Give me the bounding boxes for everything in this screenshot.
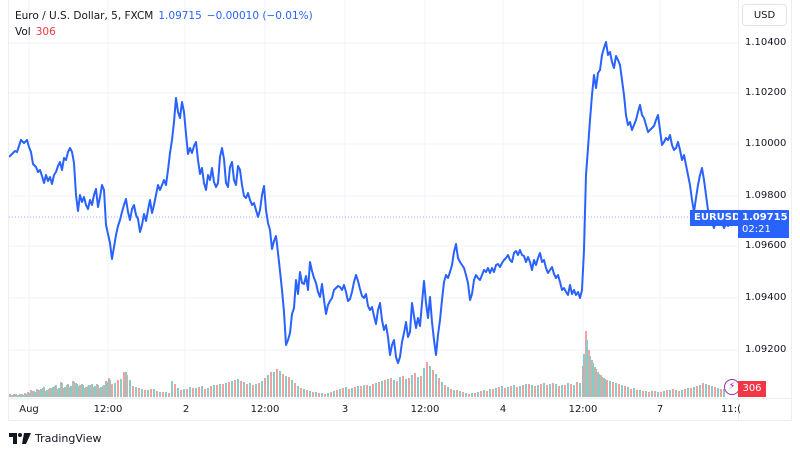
time-tick: 2 [182, 404, 190, 415]
symbol-tag: EURUSD [690, 210, 745, 226]
chart-legend: Euro / U.S. Dollar, 5, FXCM 1.09715 −0.000… [15, 8, 313, 40]
widget-right-border [791, 0, 792, 420]
symbol-row: Euro / U.S. Dollar, 5, FXCM 1.09715 −0.000… [15, 8, 313, 24]
last-price-tag-value: 1.09715 [742, 212, 788, 223]
tradingview-logo[interactable]: TradingView [9, 432, 101, 445]
time-tick: 12:00 [93, 404, 123, 415]
widget-bottom-border [8, 420, 792, 421]
price-tick: 1.09800 [745, 190, 787, 201]
volume-tag: 306 [738, 381, 766, 397]
time-tick: 11:( [721, 404, 741, 415]
time-tick: 12:00 [410, 404, 440, 415]
time-grid [28, 0, 661, 398]
currency-button[interactable]: USD [742, 4, 787, 26]
time-tick: 4 [499, 404, 507, 415]
price-tick: 1.10000 [745, 138, 787, 149]
volume-row: Vol 306 [15, 24, 313, 40]
price-change: −0.00010 (−0.01%) [206, 10, 313, 22]
time-axis-border [8, 398, 792, 399]
price-tick: 1.10200 [745, 87, 787, 98]
last-price: 1.09715 [158, 10, 202, 22]
time-tick: 3 [341, 404, 349, 415]
brand-name: TradingView [35, 432, 102, 445]
pane-left-border [8, 0, 9, 420]
time-tick: 12:00 [568, 404, 598, 415]
volume-value: 306 [35, 26, 56, 38]
price-tick: 1.10400 [745, 37, 787, 48]
tradingview-logo-icon [9, 433, 31, 444]
time-tick: 7 [656, 404, 664, 415]
volume-bars [9, 331, 725, 397]
volume-label[interactable]: Vol [15, 26, 31, 38]
price-tick: 1.09200 [745, 344, 787, 355]
bar-countdown: 02:21 [742, 224, 771, 235]
symbol-title[interactable]: Euro / U.S. Dollar, 5, FXCM [15, 10, 154, 22]
price-line [8, 41, 731, 364]
time-tick: 12:00 [250, 404, 280, 415]
price-tick: 1.09600 [745, 240, 787, 251]
price-tick: 1.09400 [745, 292, 787, 303]
last-price-tag: 1.09715 02:21 [738, 210, 789, 238]
price-grid [9, 42, 738, 351]
time-tick: Aug [19, 404, 39, 415]
